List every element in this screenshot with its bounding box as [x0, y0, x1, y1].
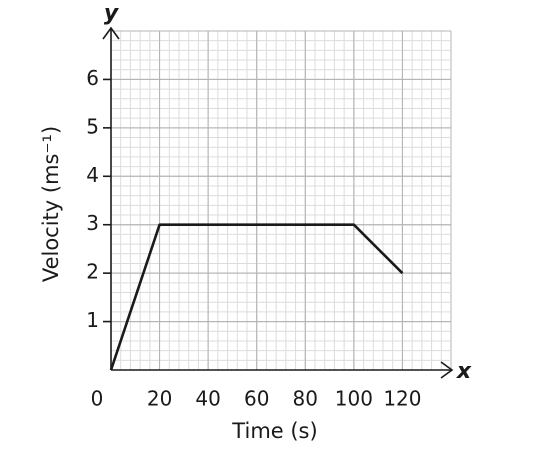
grid [110, 30, 452, 370]
x-tick-label: 20 [147, 387, 172, 411]
x-tick-label: 80 [293, 387, 318, 411]
x-tick-label: 40 [195, 387, 220, 411]
axes [102, 26, 454, 379]
x-tick-label: 120 [383, 387, 421, 411]
y-tick-label: 6 [86, 66, 99, 90]
x-axis-title: Time (s) [231, 419, 317, 443]
y-tick-label: 4 [86, 163, 99, 187]
y-tick-label: 5 [86, 114, 99, 138]
data-line [109, 223, 404, 371]
x-tick-label: 60 [244, 387, 269, 411]
y-arrow [102, 26, 120, 40]
y-tick-label: 2 [86, 260, 99, 284]
y-tick-label: 3 [86, 211, 99, 235]
y-tick-label: 1 [86, 308, 99, 332]
x-tick-label: 100 [335, 387, 373, 411]
y-axis-title: Velocity (ms⁻¹) [39, 126, 63, 282]
x-arrow [440, 361, 454, 379]
x-tick-label: 0 [91, 387, 104, 411]
x-axis-symbol: x [456, 359, 472, 384]
y-axis-symbol: y [104, 1, 120, 26]
